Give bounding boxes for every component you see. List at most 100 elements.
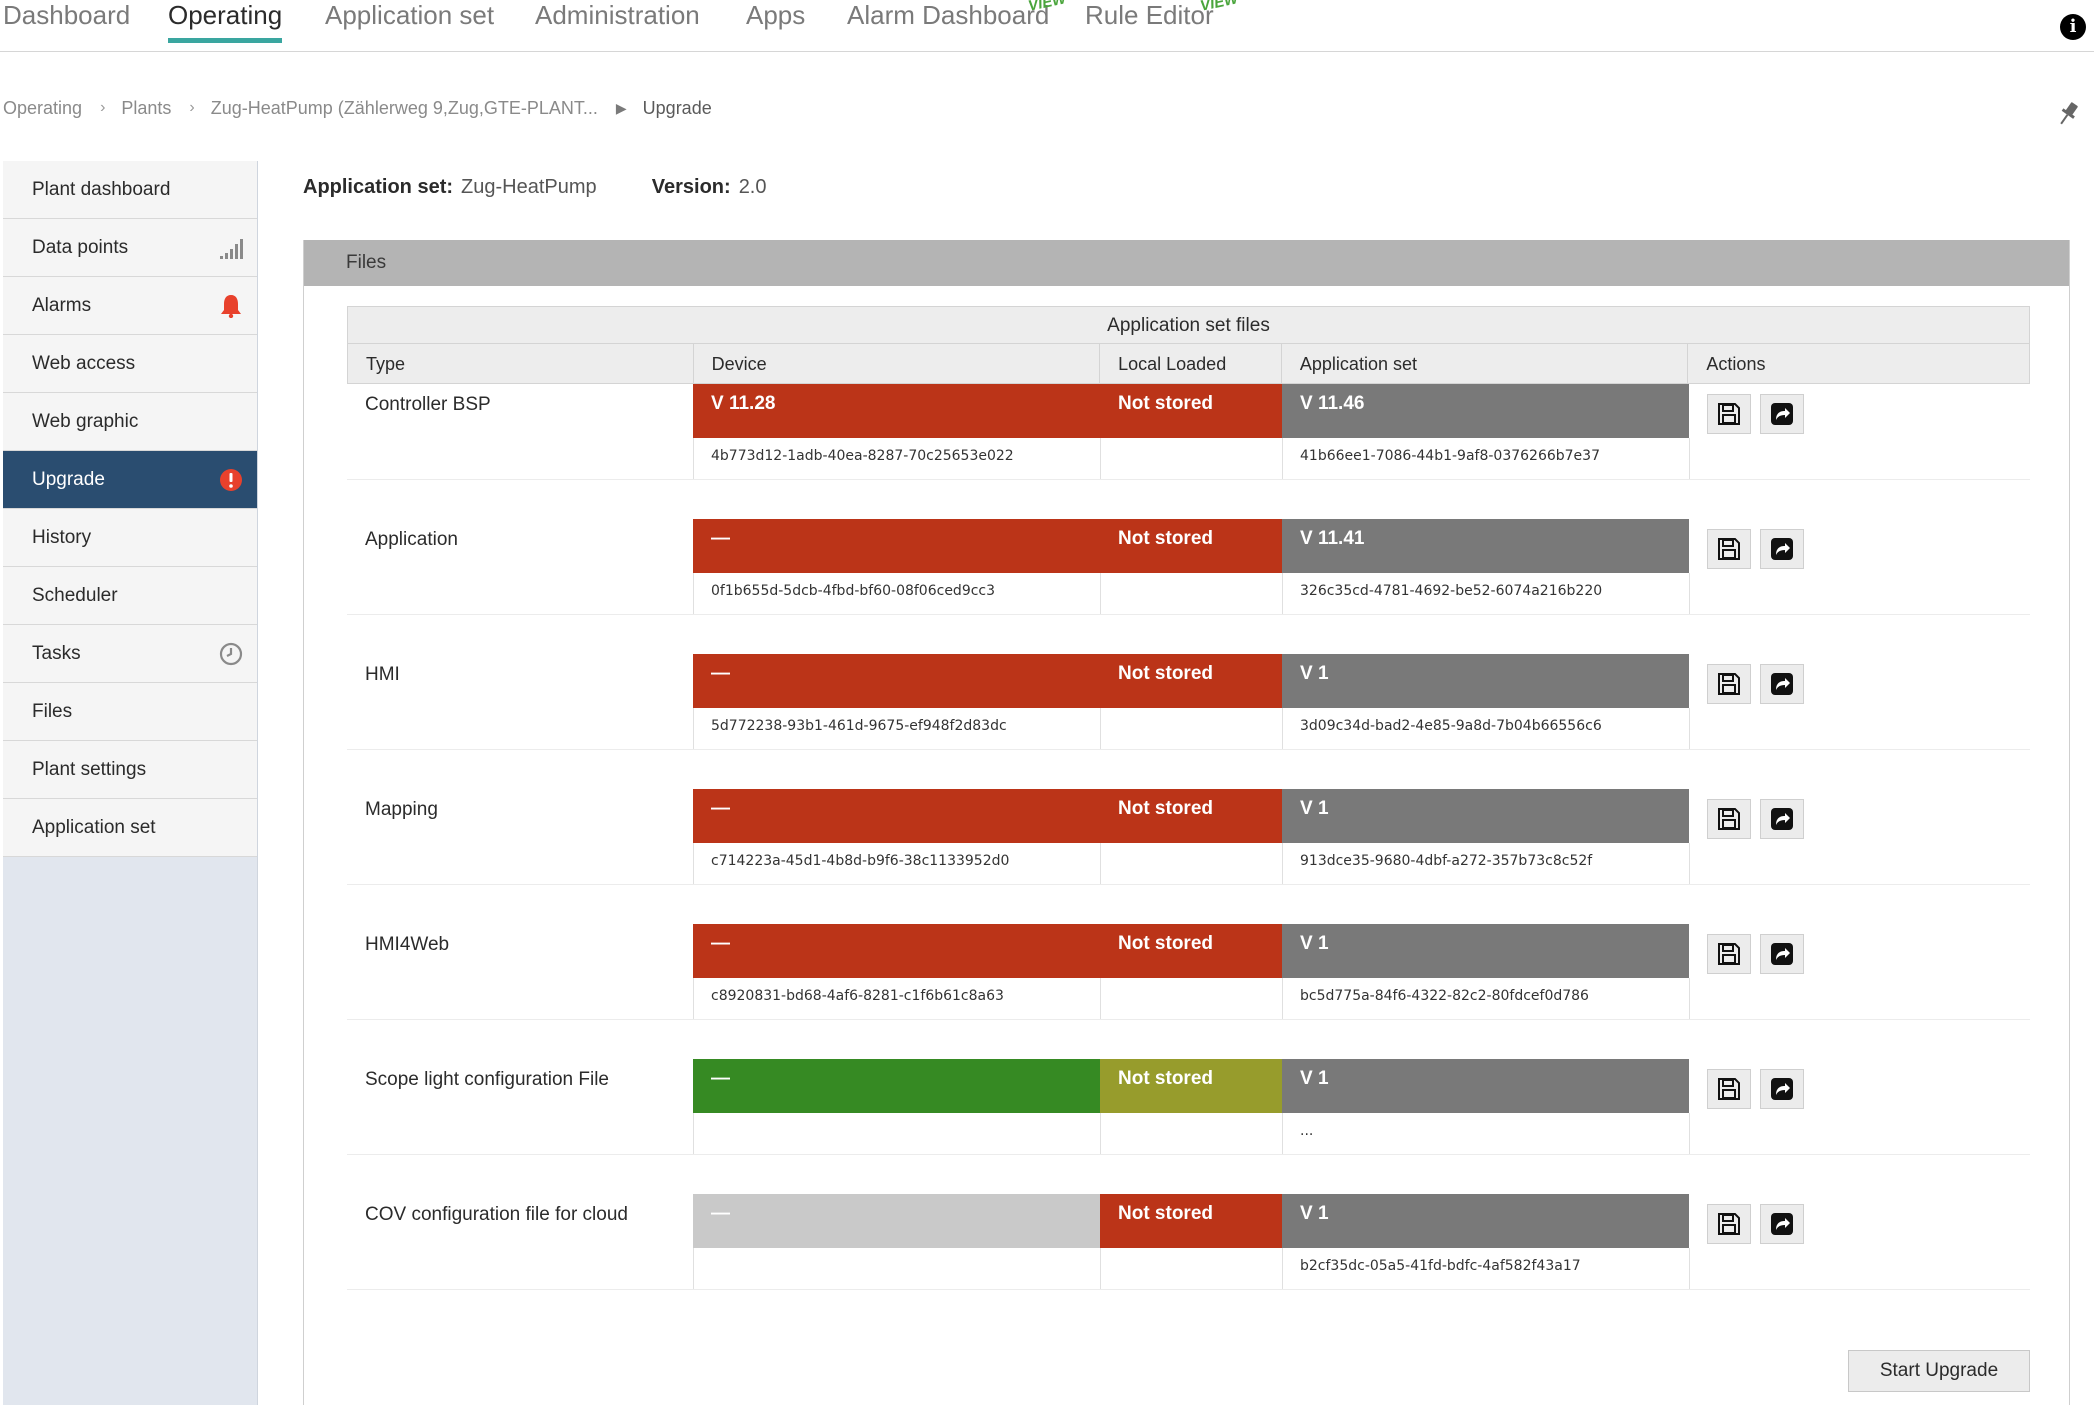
sidebar-item-label: Plant dashboard [32,179,171,200]
alert-icon [220,469,242,491]
sidebar-item-label: Scheduler [32,585,118,606]
tab-rule-editor[interactable]: Rule Editor [1085,0,1214,30]
local-loaded-status: Not stored [1100,789,1282,843]
share-icon [1771,538,1793,560]
start-upgrade-button[interactable]: Start Upgrade [1848,1350,2030,1392]
device-version: — [693,1059,1100,1113]
preview-badge: VIEW [1198,0,1240,15]
breadcrumb-plant[interactable]: Zug-HeatPump (Zählerweg 9,Zug,GTE-PLANT.… [210,97,598,118]
file-type: Scope light configuration File [365,1069,609,1090]
device-version: — [693,1194,1100,1248]
save-icon [1718,538,1740,560]
save-button[interactable] [1707,934,1751,974]
pin-icon[interactable] [2056,100,2080,128]
save-button[interactable] [1707,664,1751,704]
save-button[interactable] [1707,1069,1751,1109]
share-icon [1771,943,1793,965]
save-button[interactable] [1707,1204,1751,1244]
tab-alarm-dashboard[interactable]: Alarm Dashboard [847,0,1050,30]
save-icon [1718,943,1740,965]
sidebar-item-label: Upgrade [32,469,105,490]
tab-application-set[interactable]: Application set [325,0,495,30]
tab-dashboard[interactable]: Dashboard [3,0,131,30]
sidebar-item-label: Files [32,701,73,722]
tab-administration[interactable]: Administration [535,0,700,30]
file-type: Mapping [365,799,438,820]
application-set-info: Application set: Zug-HeatPump Version: 2.0 [303,176,767,199]
application-set-hash: ... [1300,1123,1314,1139]
sidebar-item-data-points[interactable]: Data points [3,219,257,277]
share-button[interactable] [1760,1204,1804,1244]
sidebar-item-web-graphic[interactable]: Web graphic [3,393,257,451]
sidebar-item-application-set[interactable]: Application set [3,799,257,857]
save-icon [1718,403,1740,425]
device-hash: 4b773d12-1adb-40ea-8287-70c25653e022 [711,448,1014,464]
application-set-files-table: Application set files Type Device Local … [347,306,2030,1329]
tab-operating[interactable]: Operating [168,0,283,52]
table-row: Scope light configuration File — Not sto… [347,1059,2030,1194]
breadcrumb-current: Upgrade [642,97,712,118]
share-button[interactable] [1760,934,1804,974]
column-device: Device [694,344,1101,383]
sidebar-item-plant-dashboard[interactable]: Plant dashboard [3,161,257,219]
share-button[interactable] [1760,664,1804,704]
table-row: Application — Not stored V 11.41 0f1b655… [347,519,2030,654]
file-type: COV configuration file for cloud [365,1204,628,1225]
file-type: HMI [365,664,400,685]
local-loaded-status: Not stored [1100,384,1282,438]
share-icon [1771,808,1793,830]
file-type: HMI4Web [365,934,450,955]
sidebar-item-history[interactable]: History [3,509,257,567]
local-loaded-status: Not stored [1100,654,1282,708]
row-actions [1707,799,1813,839]
table-caption: Application set files [347,306,2030,344]
save-button[interactable] [1707,394,1751,434]
info-icon[interactable]: i [2060,14,2086,40]
tab-apps[interactable]: Apps [746,0,806,30]
application-set-version: V 11.46 [1282,384,1689,438]
top-navigation: Dashboard Operating Application set Admi… [0,0,2094,52]
application-set-hash: 326c35cd-4781-4692-be52-6074a216b220 [1300,583,1603,599]
sidebar-item-tasks[interactable]: Tasks [3,625,257,683]
table-row: HMI4Web — Not stored V 1 c8920831-bd68-4… [347,924,2030,1059]
application-set-version: V 1 [1282,924,1689,978]
version-label: Version: [651,176,731,198]
save-button[interactable] [1707,799,1751,839]
sidebar-item-web-access[interactable]: Web access [3,335,257,393]
column-local-loaded: Local Loaded [1100,344,1282,383]
save-button[interactable] [1707,529,1751,569]
share-button[interactable] [1760,1069,1804,1109]
device-version: — [693,654,1100,708]
sidebar-item-plant-settings[interactable]: Plant settings [3,741,257,799]
application-set-version: V 1 [1282,789,1689,843]
breadcrumb-plants[interactable]: Plants [121,97,172,118]
sidebar-item-alarms[interactable]: Alarms [3,277,257,335]
version-value: 2.0 [738,176,767,198]
files-panel: Files Application set files Type Device … [303,240,2070,1405]
device-hash: c714223a-45d1-4b8d-b9f6-38c1133952d0 [711,853,1010,869]
application-set-hash: 913dce35-9680-4dbf-a272-357b73c8c52f [1300,853,1593,869]
application-set-hash: bc5d775a-84f6-4322-82c2-80fdcef0d786 [1300,988,1589,1004]
share-button[interactable] [1760,394,1804,434]
share-button[interactable] [1760,529,1804,569]
column-actions: Actions [1706,354,1766,374]
table-row: Controller BSP V 11.28 Not stored V 11.4… [347,384,2030,519]
files-header: Files [304,240,2069,286]
application-set-version: V 1 [1282,654,1689,708]
share-button[interactable] [1760,799,1804,839]
save-icon [1718,673,1740,695]
row-actions [1707,934,1813,974]
sidebar-item-label: Plant settings [32,759,147,780]
application-set-version: V 1 [1282,1059,1689,1113]
application-set-hash: 41b66ee1-7086-44b1-9af8-0376266b7e37 [1300,448,1600,464]
app-set-label: Application set: [303,176,454,198]
breadcrumb-operating[interactable]: Operating [3,97,83,118]
sidebar-item-files[interactable]: Files [3,683,257,741]
application-set-version: V 11.41 [1282,519,1689,573]
sidebar-item-upgrade[interactable]: Upgrade [3,451,257,509]
column-type: Type [348,344,694,383]
table-header: Type Device Local Loaded Application set… [347,344,2030,384]
application-set-hash: 3d09c34d-bad2-4e85-9a8d-7b04b66556c6 [1300,718,1602,734]
device-version: V 11.28 [693,384,1100,438]
sidebar-item-scheduler[interactable]: Scheduler [3,567,257,625]
